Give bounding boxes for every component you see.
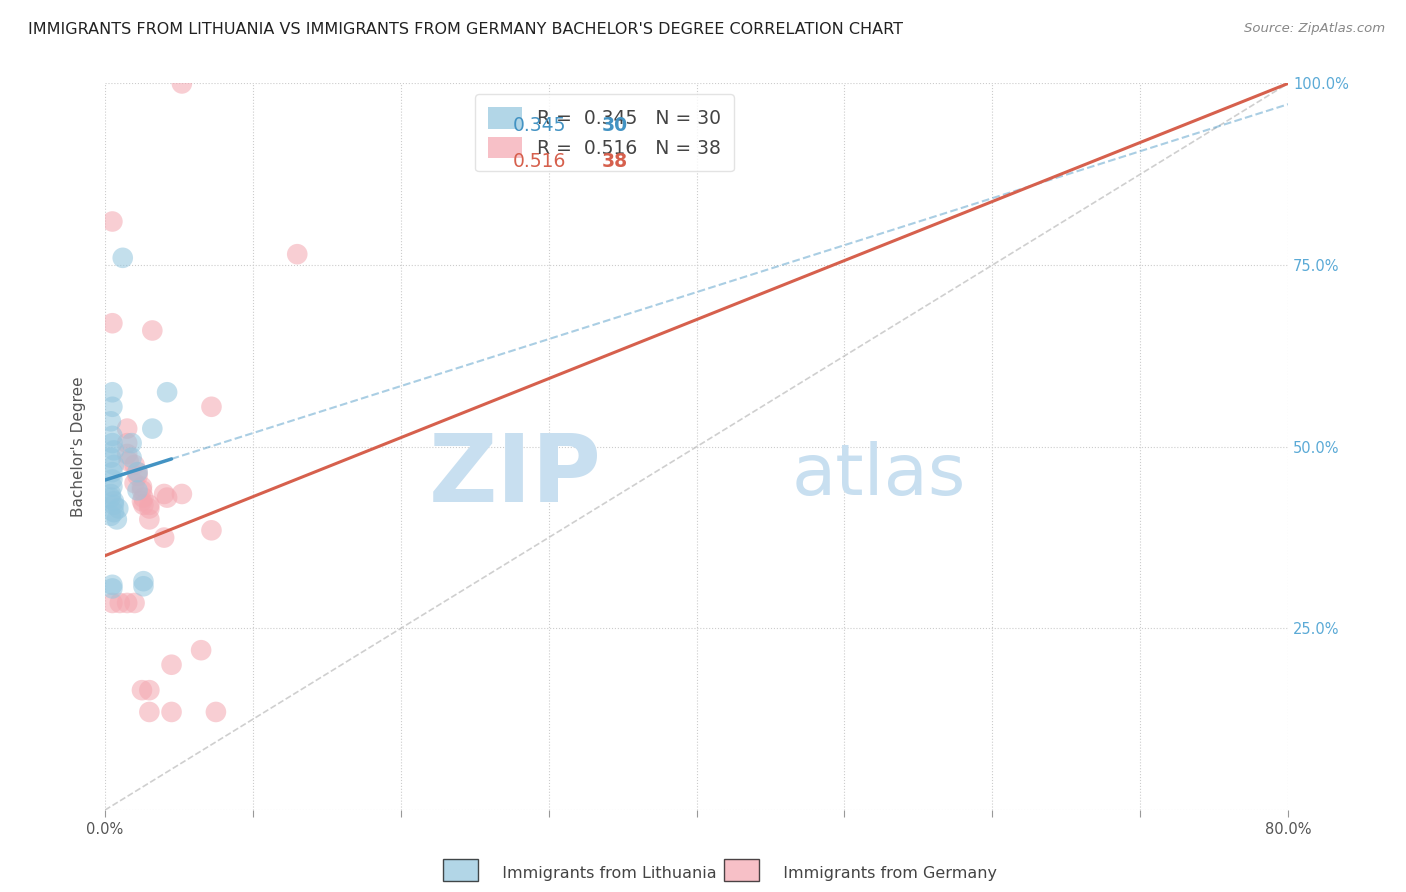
Text: Immigrants from Germany: Immigrants from Germany [773, 866, 997, 881]
Point [115, 421, 138, 435]
Point [103, 458, 125, 472]
Point [101, 316, 124, 330]
Point [101, 480, 124, 494]
Point [132, 498, 155, 512]
Text: 0.345: 0.345 [513, 116, 567, 135]
Point [107, 501, 129, 516]
Point [131, 683, 153, 698]
Point [118, 454, 141, 468]
Point [127, 465, 149, 479]
Point [103, 443, 125, 458]
Text: Source: ZipAtlas.com: Source: ZipAtlas.com [1244, 22, 1385, 36]
Point [138, 705, 160, 719]
Point [156, 385, 179, 400]
Point [103, 505, 125, 519]
Text: ZIP: ZIP [429, 430, 602, 522]
Point [153, 487, 176, 501]
Point [141, 421, 163, 435]
Point [100, 491, 122, 505]
Point [100, 414, 122, 428]
Point [101, 429, 124, 443]
Point [205, 705, 228, 719]
Point [100, 487, 122, 501]
Point [124, 596, 146, 610]
Point [101, 465, 124, 479]
Point [127, 483, 149, 498]
Point [101, 400, 124, 414]
Point [115, 447, 138, 461]
Point [108, 596, 131, 610]
Point [200, 400, 222, 414]
Point [190, 643, 212, 657]
Point [138, 683, 160, 698]
Point [103, 494, 125, 508]
Point [127, 468, 149, 483]
Point [160, 705, 183, 719]
Point [101, 214, 124, 228]
Point [138, 501, 160, 516]
Text: IMMIGRANTS FROM LITHUANIA VS IMMIGRANTS FROM GERMANY BACHELOR'S DEGREE CORRELATI: IMMIGRANTS FROM LITHUANIA VS IMMIGRANTS … [28, 22, 903, 37]
Point [101, 582, 124, 596]
Point [100, 508, 122, 523]
Point [285, 247, 308, 261]
Point [156, 491, 179, 505]
Point [131, 494, 153, 508]
Point [124, 476, 146, 491]
Point [101, 472, 124, 486]
Point [131, 480, 153, 494]
Legend: R =  0.345   N = 30, R =  0.516   N = 38: R = 0.345 N = 30, R = 0.516 N = 38 [475, 95, 734, 171]
Text: Immigrants from Lithuania: Immigrants from Lithuania [492, 866, 717, 881]
Text: 0.516: 0.516 [513, 153, 567, 171]
Text: 30: 30 [602, 116, 628, 135]
Point [127, 465, 149, 479]
Point [115, 436, 138, 450]
Point [132, 574, 155, 589]
Point [132, 579, 155, 593]
Point [124, 458, 146, 472]
Y-axis label: Bachelor's Degree: Bachelor's Degree [72, 376, 86, 517]
Point [170, 77, 193, 91]
Point [138, 512, 160, 526]
Point [103, 498, 125, 512]
Point [121, 436, 143, 450]
Point [131, 483, 153, 498]
Point [170, 487, 193, 501]
Point [160, 657, 183, 672]
Point [105, 512, 128, 526]
Point [111, 251, 134, 265]
Text: 38: 38 [602, 153, 628, 171]
Point [141, 324, 163, 338]
Point [115, 596, 138, 610]
Point [101, 578, 124, 592]
Point [132, 491, 155, 505]
Point [101, 385, 124, 400]
Point [100, 450, 122, 465]
Point [153, 531, 176, 545]
Point [121, 450, 143, 465]
Text: atlas: atlas [792, 442, 966, 510]
Point [101, 436, 124, 450]
Point [200, 524, 222, 538]
Point [101, 596, 124, 610]
Point [138, 498, 160, 512]
